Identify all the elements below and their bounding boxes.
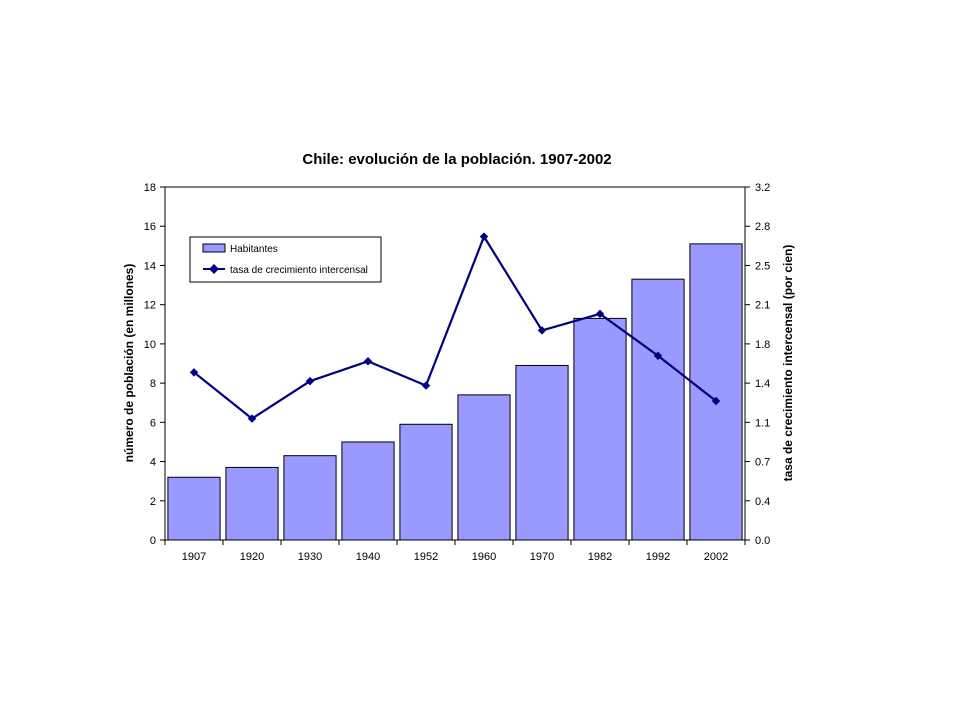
x-axis-ticks: 1907 1920 1930 1940 1952 1960 1970 1982 1992 2002 bbox=[164, 540, 746, 563]
line-point bbox=[189, 368, 199, 377]
chart-title: Chile: evolución de la población. 1907-2… bbox=[302, 151, 611, 168]
right-tick-label: 2.8 bbox=[755, 221, 770, 233]
bar bbox=[341, 441, 395, 541]
line-series bbox=[189, 232, 721, 423]
left-tick-label: 14 bbox=[144, 260, 156, 272]
right-axis-ticks: 0.0 0.4 0.7 1.1 1.4 1.8 2.1 2.5 2.8 3.2 bbox=[745, 182, 770, 547]
bar bbox=[225, 466, 279, 541]
left-axis-title: número de población (en millones) bbox=[122, 264, 136, 463]
left-tick-label: 16 bbox=[144, 221, 156, 233]
x-tick-label: 1952 bbox=[414, 551, 438, 563]
x-tick-label: 1907 bbox=[182, 551, 206, 563]
right-tick-label: 0.7 bbox=[755, 457, 770, 469]
x-tick-label: 1992 bbox=[646, 551, 670, 563]
left-axis-ticks: 0 2 4 6 8 10 12 14 16 18 bbox=[144, 182, 165, 547]
line-point bbox=[247, 414, 257, 423]
x-tick-label: 1940 bbox=[356, 551, 380, 563]
right-tick-label: 1.1 bbox=[755, 417, 770, 429]
line-point bbox=[595, 309, 605, 319]
right-tick-label: 1.8 bbox=[755, 339, 770, 351]
bar bbox=[689, 243, 743, 541]
x-tick-label: 1920 bbox=[240, 551, 264, 563]
left-tick-label: 4 bbox=[150, 457, 156, 469]
bar bbox=[167, 476, 221, 541]
x-tick-label: 1970 bbox=[530, 551, 554, 563]
left-tick-label: 6 bbox=[150, 417, 156, 429]
left-tick-label: 10 bbox=[144, 339, 156, 351]
line-point bbox=[537, 326, 547, 335]
bar bbox=[515, 364, 569, 541]
line-point bbox=[305, 376, 315, 386]
right-tick-label: 1.4 bbox=[755, 378, 770, 390]
right-axis-title: tasa de crecimiento intercensal (por cie… bbox=[781, 245, 795, 482]
line-point bbox=[653, 351, 663, 361]
left-tick-label: 18 bbox=[144, 182, 156, 194]
bar bbox=[283, 455, 337, 541]
bar bbox=[457, 394, 511, 541]
left-tick-label: 0 bbox=[150, 535, 156, 547]
left-tick-label: 12 bbox=[144, 300, 156, 312]
left-tick-label: 8 bbox=[150, 378, 156, 390]
legend: Habitantes tasa de crecimiento intercens… bbox=[189, 236, 382, 283]
right-tick-label: 0.0 bbox=[755, 535, 770, 547]
bar bbox=[399, 423, 453, 541]
legend-line-marker bbox=[209, 264, 219, 274]
line-point bbox=[479, 232, 489, 241]
growth-rate-line bbox=[193, 234, 717, 421]
x-tick-label: 2002 bbox=[704, 551, 728, 563]
right-tick-label: 2.5 bbox=[755, 260, 770, 272]
x-tick-label: 1930 bbox=[298, 551, 322, 563]
x-tick-label: 1960 bbox=[472, 551, 496, 563]
legend-label-line: tasa de crecimiento intercensal bbox=[230, 265, 368, 276]
bar bbox=[573, 317, 627, 541]
bar bbox=[631, 278, 685, 541]
x-tick-label: 1982 bbox=[588, 551, 612, 563]
bar-series bbox=[167, 243, 743, 541]
right-tick-label: 2.1 bbox=[755, 300, 770, 312]
legend-bar-swatch bbox=[202, 243, 226, 253]
left-tick-label: 2 bbox=[150, 496, 156, 508]
line-point bbox=[363, 357, 373, 366]
right-tick-label: 0.4 bbox=[755, 496, 770, 508]
legend-label-bars: Habitantes bbox=[230, 244, 278, 255]
right-tick-label: 3.2 bbox=[755, 182, 770, 194]
line-point bbox=[421, 381, 431, 390]
line-point bbox=[711, 396, 721, 406]
